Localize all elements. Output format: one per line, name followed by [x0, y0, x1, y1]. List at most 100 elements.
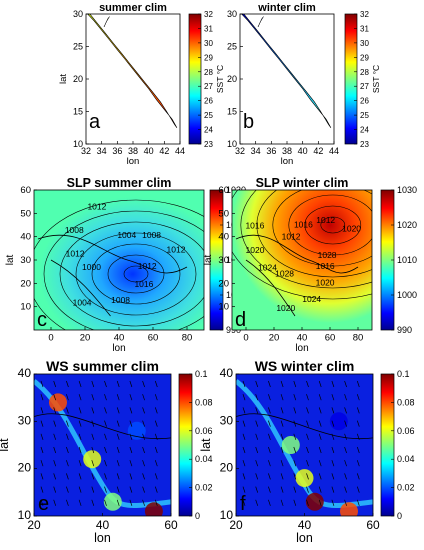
wind-arrow [306, 433, 309, 440]
contour-label: 1016 [294, 219, 313, 229]
panel-a: summer clim 32 34 36 38 40 42 44 lon 10 15 20 25 30 la… [58, 2, 225, 167]
wind-arrow [142, 407, 145, 414]
wind-arrow [242, 380, 246, 388]
wind-arrow [242, 420, 246, 427]
wind-arrow [331, 446, 335, 454]
colorbar-tick-label: 26 [360, 97, 369, 106]
wind-arrow [293, 433, 297, 440]
wind-arrow [116, 394, 120, 401]
wind-arrow [53, 380, 57, 388]
wind-arrow [356, 407, 360, 414]
wind-hotspot [340, 502, 358, 516]
wind-arrow [255, 486, 259, 493]
wind-arrow [104, 446, 107, 454]
wind-arrow [280, 473, 284, 480]
y-tick-label: 10 [220, 508, 234, 522]
panel-title: winter clim [257, 2, 316, 14]
colorbar-tick-label: 1020 [397, 220, 417, 230]
isobar-contour [240, 190, 372, 289]
wind-arrow [242, 473, 246, 480]
wind-arrow [242, 460, 246, 467]
y-tick-label: 10 [227, 139, 237, 149]
wind-arrow [66, 407, 69, 414]
wind-arrow [66, 499, 69, 506]
wind-arrow [142, 420, 145, 427]
wind-arrow [91, 486, 95, 493]
colorbar-tick-label: 1030 [397, 185, 417, 195]
gulf-of-aqaba [257, 16, 264, 28]
wind-arrow [344, 473, 347, 480]
colorbar-tick-label: 0.02 [195, 483, 213, 493]
panel-title: SLP winter clim [256, 176, 349, 190]
wind-arrow [280, 446, 284, 454]
colorbar-tick-label: 26 [204, 97, 213, 106]
wind-arrow [344, 460, 347, 467]
wind-arrow [40, 407, 44, 414]
wind-arrow [142, 460, 145, 467]
y-tick-label: 10 [73, 139, 83, 149]
colorbar-tick-label: 31 [204, 24, 213, 33]
colorbar-tick-label: 29 [204, 53, 213, 62]
wind-arrow [142, 380, 145, 388]
isobar-contour [75, 232, 197, 316]
x-tick-label: 60 [164, 518, 178, 532]
wind-arrow [242, 433, 246, 440]
y-tick-label: 15 [227, 107, 237, 117]
wind-arrow [66, 420, 69, 427]
colorbar-tick-label: 23 [360, 140, 369, 149]
wind-arrow [104, 486, 107, 493]
coastline [37, 234, 188, 274]
wind-arrow [154, 486, 158, 493]
wind-arrow [40, 380, 44, 388]
y-tick-label: 10 [218, 302, 229, 313]
wind-arrow [78, 420, 82, 427]
plot-area-d: 1016102010241020102810241020101610121016… [232, 190, 372, 330]
wind-arrow [242, 486, 246, 493]
y-tick-label: 50 [20, 208, 31, 219]
wind-arrow [318, 446, 322, 454]
contour-label: 1004 [73, 297, 92, 307]
y-tick-label: 20 [218, 278, 229, 289]
wind-arrow [142, 473, 145, 480]
panel-title: SLP summer clim [67, 176, 172, 190]
y-tick-label: 60 [218, 185, 229, 196]
wind-arrow [53, 420, 57, 427]
wind-arrow [255, 407, 259, 414]
x-tick-label: 32 [235, 146, 245, 156]
y-tick-label: 30 [73, 9, 83, 19]
wind-arrow [318, 433, 322, 440]
wind-hotspot [281, 436, 300, 454]
y-axis-label: lat [58, 74, 69, 84]
wind-arrow [280, 407, 284, 414]
wind-arrow [306, 394, 309, 401]
wind-arrow [78, 460, 82, 467]
coastline [50, 259, 111, 317]
wind-arrow [293, 394, 297, 401]
map-background [240, 14, 334, 144]
isobar-contour [272, 190, 372, 267]
wind-arrow [242, 499, 246, 506]
isobar-contour [288, 194, 372, 256]
wind-arrow [318, 499, 322, 506]
wind-arrow [280, 433, 284, 440]
wind-arrow [255, 499, 259, 506]
y-tick-label: 25 [227, 42, 237, 52]
wind-arrow [268, 499, 271, 506]
x-tick-label: 60 [366, 518, 380, 532]
wind-arrow [104, 433, 107, 440]
panel-b: winter clim 32 34 36 38 40 42 44 lon 10 15 20 25 30 b 3… [227, 2, 381, 167]
wind-arrow [356, 446, 360, 454]
panel-letter: e [38, 493, 49, 515]
wind-arrow [268, 394, 271, 401]
wind-arrow [255, 420, 259, 427]
wind-arrow [344, 407, 347, 414]
contour-label: 1012 [87, 202, 106, 212]
coastline [235, 234, 359, 274]
colorbar-tick-label: 0.06 [397, 426, 415, 436]
wind-arrow [255, 433, 259, 440]
x-tick-label: 42 [313, 146, 323, 156]
wind-arrow [356, 380, 360, 388]
wind-arrow [242, 446, 246, 454]
wind-arrow [40, 446, 44, 454]
